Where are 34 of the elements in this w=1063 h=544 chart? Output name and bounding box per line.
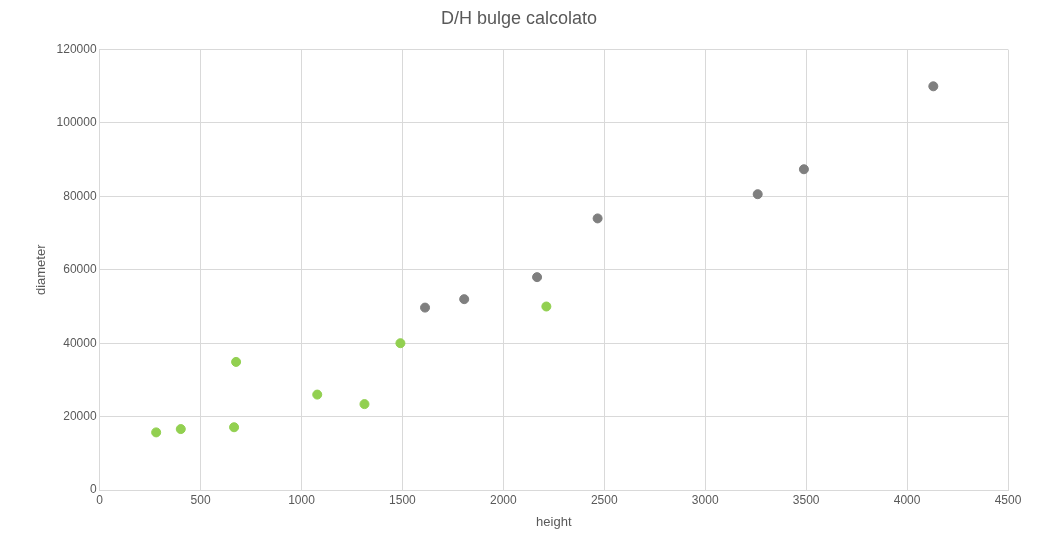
point — [752, 189, 763, 200]
point — [231, 356, 242, 367]
x-tick-label: 500 — [190, 492, 211, 507]
x-tick-label: 2000 — [490, 492, 518, 507]
point — [592, 213, 603, 224]
x-tick-label: 1000 — [288, 492, 316, 507]
chart-title: D/H bulge calcolato — [440, 7, 598, 28]
point — [420, 302, 431, 313]
x-tick-label: 4000 — [893, 492, 921, 507]
point — [532, 272, 543, 283]
point — [395, 338, 406, 349]
y-tick-label: 120000 — [56, 41, 97, 56]
y-tick-label: 20000 — [63, 408, 97, 423]
x-tick-label: 4500 — [994, 492, 1022, 507]
point — [229, 422, 240, 433]
y-axis-title: diameter — [33, 243, 49, 296]
x-tick-label: 3500 — [792, 492, 820, 507]
point — [541, 301, 552, 312]
point — [459, 294, 470, 305]
y-tick-label: 80000 — [63, 188, 97, 203]
point — [928, 81, 939, 92]
y-tick-label: 100000 — [56, 115, 97, 130]
y-tick-label: 40000 — [63, 335, 97, 350]
point — [175, 424, 186, 435]
y-tick-label: 0 — [89, 482, 97, 497]
y-tick-label: 60000 — [63, 262, 97, 277]
x-tick-label: 1500 — [389, 492, 417, 507]
x-tick-label: 2500 — [590, 492, 618, 507]
point — [798, 164, 809, 175]
point — [312, 389, 323, 400]
point — [359, 399, 370, 410]
x-axis-title: height — [536, 513, 572, 529]
point — [151, 427, 162, 438]
x-tick-label: 3000 — [691, 492, 719, 507]
